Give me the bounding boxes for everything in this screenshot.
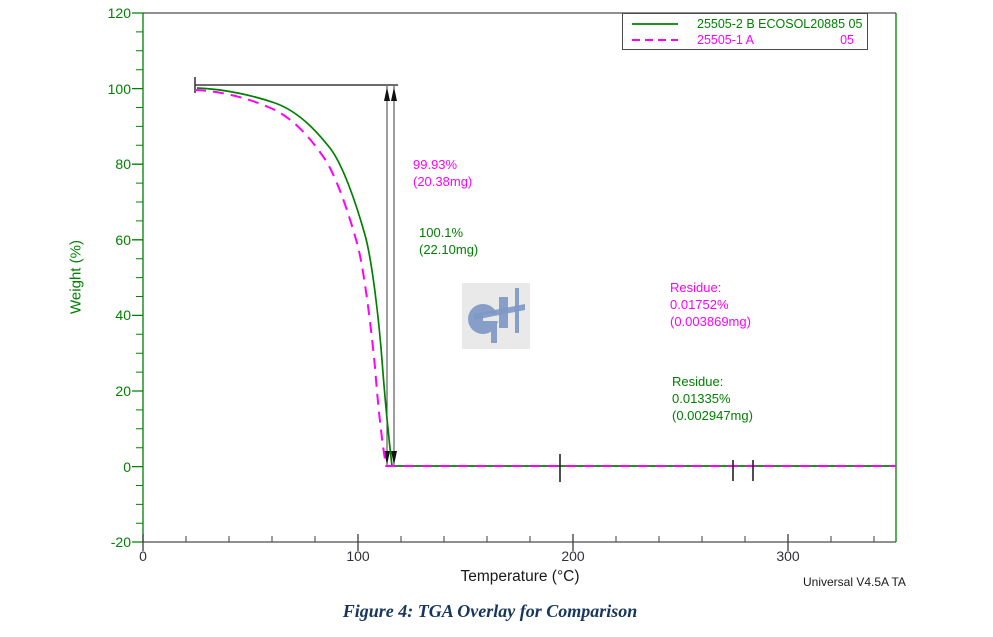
series-line-25505-1A (194, 89, 896, 467)
weight-loss-mass: (22.10mg) (419, 242, 479, 257)
y-axis-title: Weight (%) (67, 240, 85, 314)
y-tick-label: 20 (115, 383, 131, 399)
y-major-ticks (132, 12, 143, 543)
legend-entry-25505-1A: 25505-1 A 05 (630, 32, 860, 48)
arrow-up-icon (391, 87, 397, 101)
legend-label-suffix: 05 (840, 32, 854, 47)
weight-loss-percent: 99.93% (413, 157, 458, 172)
figure-caption: Figure 4: TGA Overlay for Comparison (342, 601, 638, 621)
arrow-down-icon (384, 451, 390, 465)
legend-solid-line-icon (632, 22, 678, 25)
residue-title: Residue: (670, 280, 722, 295)
weight-loss-mass: (20.38mg) (413, 174, 473, 189)
arrow-up-icon (384, 87, 390, 101)
residue-mass: (0.003869mg) (670, 314, 751, 329)
residue-percent: 0.01752% (670, 297, 729, 312)
gh-logo-icon (468, 288, 525, 343)
y-tick-label: 100 (107, 80, 131, 97)
weight-loss-annotation-25505-2B: 100.1% (22.10mg) (419, 224, 478, 258)
plot-area (132, 12, 897, 551)
watermark-logo (462, 283, 530, 349)
residue-annotation-25505-2B: Residue: 0.01335% (0.002947mg) (672, 373, 753, 424)
y-minor-ticks (136, 31, 143, 524)
x-tick-label: 100 (346, 548, 370, 564)
arrow-down-icon (391, 451, 397, 465)
legend-entry-25505-2B: 25505-2 B ECOSOL20885 05 (630, 16, 863, 32)
x-tick-label: 200 (561, 548, 585, 564)
x-tick-label: 300 (776, 548, 800, 564)
y-tick-label: 120 (107, 5, 131, 21)
series-line-25505-2B (196, 87, 896, 467)
y-tick-label: 60 (115, 231, 131, 248)
y-tick-label: 80 (115, 156, 131, 173)
y-tick-label: 0 (123, 458, 131, 475)
residue-annotation-25505-1A: Residue: 0.01752% (0.003869mg) (670, 279, 751, 330)
y-tick-label: -20 (110, 534, 131, 550)
legend: 25505-2 B ECOSOL20885 05 25505-1 A 05 (622, 13, 868, 50)
legend-label: 25505-1 A (697, 32, 754, 47)
legend-dashed-line-icon (632, 38, 678, 41)
residue-percent: 0.01335% (672, 391, 731, 406)
x-major-ticks (142, 534, 789, 551)
x-minor-ticks (185, 536, 875, 542)
weight-loss-annotation-25505-1A: 99.93% (20.38mg) (413, 156, 472, 190)
y-tick-label: 40 (115, 307, 131, 324)
legend-label: 25505-2 B ECOSOL20885 05 (697, 16, 863, 31)
x-axis-title: Temperature (°C) (460, 568, 580, 585)
weight-loss-percent: 100.1% (419, 225, 464, 240)
residue-title: Residue: (672, 374, 724, 389)
software-version-note: Universal V4.5A TA (803, 575, 906, 589)
x-tick-label: 0 (139, 548, 147, 564)
residue-mass: (0.002947mg) (672, 408, 753, 423)
